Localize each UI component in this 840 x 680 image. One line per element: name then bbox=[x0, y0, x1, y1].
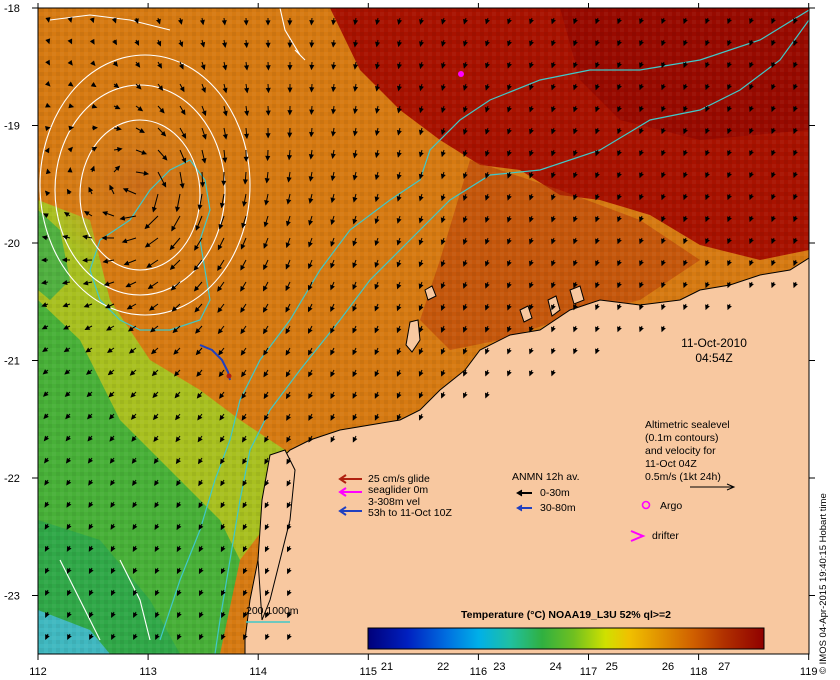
svg-text:0.5m/s (1kt 24h): 0.5m/s (1kt 24h) bbox=[645, 471, 721, 483]
colorbar-tick-label: 21 bbox=[381, 661, 393, 673]
svg-text:and velocity for: and velocity for bbox=[645, 445, 716, 457]
longitude-axis: 112 113 114 115 116 117 118 119 bbox=[29, 3, 817, 678]
lat-tick-label: -23 bbox=[4, 591, 20, 603]
svg-text:0-30m: 0-30m bbox=[540, 487, 570, 499]
svg-text:Argo: Argo bbox=[660, 500, 682, 512]
lat-tick-label: -20 bbox=[4, 238, 20, 250]
lat-tick-label: -18 bbox=[4, 3, 20, 15]
drifter-legend-icon bbox=[630, 530, 646, 542]
svg-text:drifter: drifter bbox=[652, 530, 679, 542]
colorbar-tick-label: 23 bbox=[493, 661, 505, 673]
lon-tick-label: 118 bbox=[690, 666, 708, 678]
map-area bbox=[38, 8, 809, 654]
colorbar-tick-label: 25 bbox=[606, 661, 618, 673]
svg-text:(0.1m contours): (0.1m contours) bbox=[645, 432, 719, 444]
colorbar-tick-label: 22 bbox=[437, 661, 449, 673]
svg-text:Temperature (°C) NOAA19_L3U 52: Temperature (°C) NOAA19_L3U 52% ql>=2 bbox=[461, 609, 671, 621]
svg-text:25 cm/s glide: 25 cm/s glide bbox=[368, 473, 430, 485]
bathymetry-contours bbox=[89, 9, 809, 654]
glider-legend: 25 cm/s glide seaglider 0m 3-308m vel 53… bbox=[338, 473, 452, 519]
glider-track bbox=[199, 344, 232, 381]
argo-legend-icon bbox=[641, 500, 651, 510]
velocity-arrows bbox=[41, 17, 798, 641]
colorbar: Temperature (°C) NOAA19_L3U 52% ql>=2 21… bbox=[367, 609, 765, 673]
lon-tick-label: 115 bbox=[360, 666, 378, 678]
svg-text:Altimetric sealevel: Altimetric sealevel bbox=[645, 419, 730, 431]
colorbar-tick-label: 27 bbox=[718, 661, 730, 673]
latitude-axis: -18 -19 -20 -21 -22 -23 bbox=[4, 3, 815, 603]
sealevel-contours bbox=[39, 8, 306, 641]
altimetry-legend: Altimetric sealevel (0.1m contours) and … bbox=[645, 419, 736, 491]
anmn-legend: ANMN 12h av. 0-30m 30-80m bbox=[512, 471, 580, 514]
island-barrow bbox=[405, 319, 421, 353]
time-label: 04:54Z bbox=[695, 351, 732, 365]
svg-text:seaglider 0m: seaglider 0m bbox=[368, 484, 428, 496]
svg-text:30-80m: 30-80m bbox=[540, 502, 576, 514]
lon-tick-label: 112 bbox=[29, 666, 47, 678]
lon-tick-label: 117 bbox=[580, 666, 598, 678]
colorbar-tick-label: 26 bbox=[662, 661, 674, 673]
lon-tick-label: 114 bbox=[249, 666, 267, 678]
lat-tick-label: -21 bbox=[4, 356, 20, 368]
lat-tick-label: -19 bbox=[4, 121, 20, 133]
svg-text:53h to 11-Oct 10Z: 53h to 11-Oct 10Z bbox=[368, 507, 452, 519]
argo-float-marker bbox=[458, 71, 464, 77]
colorbar-tick-label: 24 bbox=[549, 661, 561, 673]
lon-tick-label: 116 bbox=[470, 666, 488, 678]
date-label: 11-Oct-2010 bbox=[681, 336, 747, 350]
land-peninsula bbox=[257, 449, 296, 621]
land-mainland bbox=[244, 257, 809, 654]
svg-text:11-Oct 04Z: 11-Oct 04Z bbox=[645, 458, 697, 470]
credit-text: © IMOS 04-Apr-2015 19:40:15 Hobart time bbox=[818, 493, 829, 674]
lon-tick-label: 113 bbox=[139, 666, 157, 678]
bathymetry-legend: 200 1000m bbox=[246, 605, 299, 623]
markers-legend: Argo drifter bbox=[630, 500, 682, 542]
svg-text:3-308m vel: 3-308m vel bbox=[368, 496, 420, 508]
svg-text:200 1000m: 200 1000m bbox=[246, 605, 299, 617]
lat-tick-label: -22 bbox=[4, 473, 20, 485]
svg-text:ANMN 12h av.: ANMN 12h av. bbox=[512, 471, 580, 483]
lon-tick-label: 119 bbox=[800, 666, 818, 678]
